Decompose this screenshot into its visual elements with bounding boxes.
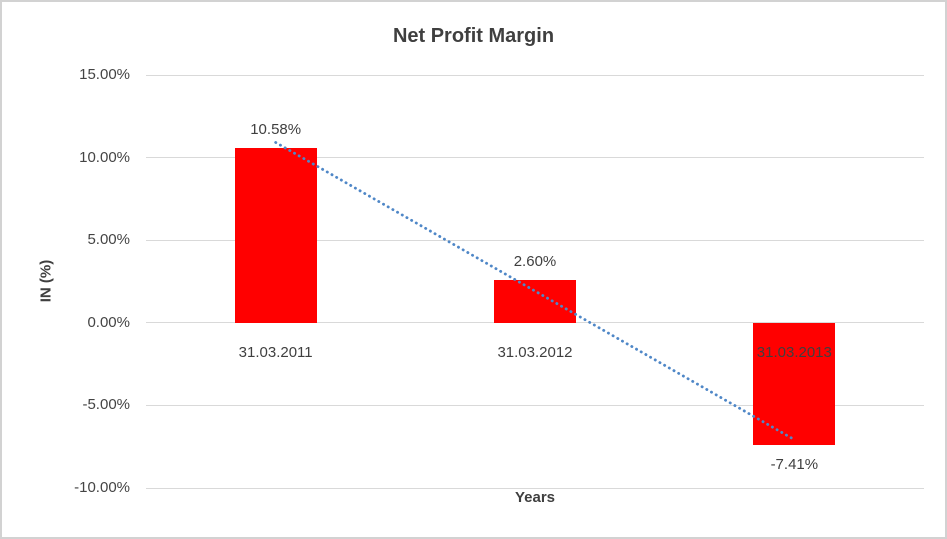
bar <box>753 322 836 446</box>
y-tick-label: 0.00% <box>87 313 130 331</box>
data-label: -7.41% <box>770 456 819 474</box>
gridline <box>146 74 924 76</box>
category-label: 31.03.2012 <box>497 343 573 361</box>
x-axis-title: Years <box>514 489 556 506</box>
y-tick-label: 5.00% <box>87 231 130 249</box>
bar <box>234 148 317 323</box>
y-tick-label: -5.00% <box>82 396 130 414</box>
y-tick-label: 10.00% <box>79 148 130 166</box>
bar <box>494 279 576 323</box>
chart-title: Net Profit Margin <box>392 25 555 47</box>
y-tick-label: 15.00% <box>79 66 130 83</box>
gridline <box>146 487 924 489</box>
data-label: 2.60% <box>513 252 557 270</box>
data-label: 10.58% <box>250 121 302 139</box>
y-axis-title: IN (%) <box>37 259 55 303</box>
category-label: 31.03.2013 <box>756 343 832 361</box>
y-tick-label: -10.00% <box>74 479 130 496</box>
category-label: 31.03.2011 <box>238 343 313 361</box>
